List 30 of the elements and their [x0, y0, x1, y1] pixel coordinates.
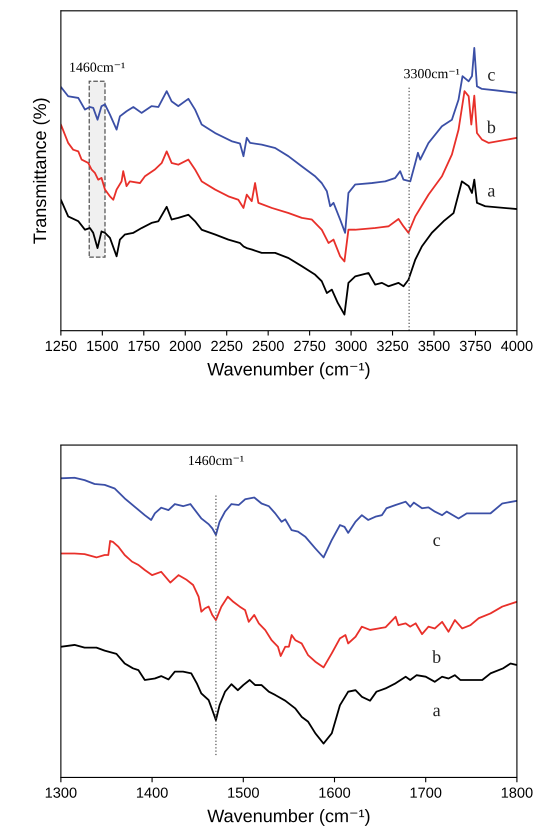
series-label: c [488, 72, 495, 81]
x-tick-label: 1400 [136, 787, 168, 798]
x-tick-label: 2500 [252, 340, 284, 352]
x-tick-label: 3000 [335, 340, 367, 352]
x-tick-label: 1600 [319, 787, 350, 798]
x-axis-title: Wavenumber (cm⁻¹) [207, 362, 370, 380]
band-label: 1460cm⁻¹ [70, 62, 125, 72]
x-tick-label: 4000 [501, 340, 533, 352]
x-tick-label: 2000 [170, 340, 201, 352]
x-tick-label: 1500 [87, 340, 118, 352]
x-tick-label: 1300 [46, 787, 77, 798]
x-tick-label: 1750 [128, 340, 160, 352]
x-tick-label: 2750 [294, 340, 326, 352]
series-label: a [488, 188, 496, 197]
series-label: c [433, 537, 440, 546]
series-label: b [486, 120, 496, 134]
ref-line-label: 3300cm⁻¹ [404, 68, 460, 78]
series-label: b [432, 650, 440, 663]
x-tick-label: 1800 [502, 787, 533, 798]
x-tick-label: 3250 [376, 340, 408, 352]
x-tick-label: 1500 [228, 787, 259, 798]
y-axis-title: Transmittance (%) [32, 98, 50, 244]
series-label: a [433, 708, 440, 716]
x-tick-label: 1250 [46, 340, 77, 352]
ref-line-label: 1460cm⁻¹ [189, 456, 244, 466]
x-tick-label: 3500 [418, 340, 450, 352]
x-tick-label: 2250 [211, 340, 242, 352]
x-axis-title: Wavenumber (cm⁻¹) [207, 809, 370, 826]
x-tick-label: 1700 [410, 787, 442, 798]
x-tick-label: 3750 [460, 340, 492, 352]
